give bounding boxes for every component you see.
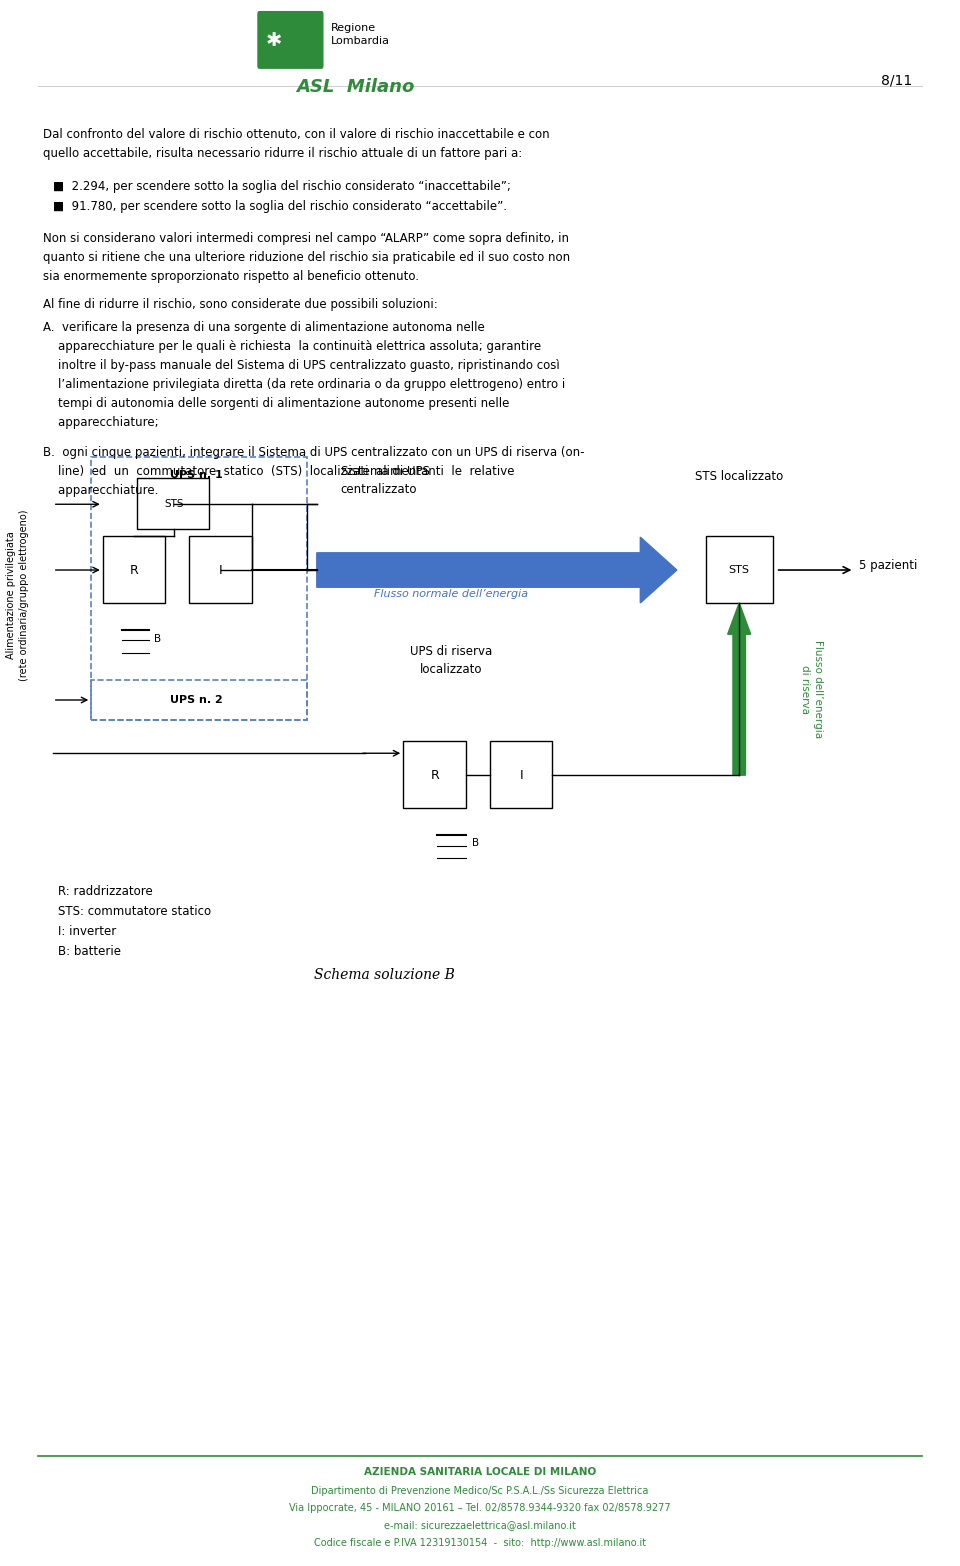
Text: R: R xyxy=(430,769,440,781)
Text: R: raddrizzatore
STS: commutatore statico
I: inverter
B: batterie: R: raddrizzatore STS: commutatore static… xyxy=(58,885,211,958)
Text: STS: STS xyxy=(729,565,750,575)
Text: Schema soluzione B: Schema soluzione B xyxy=(314,968,454,982)
FancyBboxPatch shape xyxy=(103,536,165,603)
Text: Flusso dell’energia
di riserva: Flusso dell’energia di riserva xyxy=(800,640,823,738)
FancyBboxPatch shape xyxy=(189,536,252,603)
Text: Flusso normale dell’energia: Flusso normale dell’energia xyxy=(374,589,528,598)
Text: ✱: ✱ xyxy=(265,31,282,50)
Text: 5 pazienti: 5 pazienti xyxy=(859,559,918,572)
Text: I: I xyxy=(219,564,223,576)
Text: e-mail: sicurezzaelettrica@asl.milano.it: e-mail: sicurezzaelettrica@asl.milano.it xyxy=(384,1521,576,1530)
FancyBboxPatch shape xyxy=(403,741,466,808)
FancyArrow shape xyxy=(728,603,751,775)
Text: STS localizzato: STS localizzato xyxy=(695,470,783,482)
FancyBboxPatch shape xyxy=(137,478,209,529)
Text: STS: STS xyxy=(164,500,183,509)
Text: A.  verificare la presenza di una sorgente di alimentazione autonoma nelle
    a: A. verificare la presenza di una sorgent… xyxy=(43,321,565,429)
Text: Non si considerano valori intermedi compresi nel campo “ALARP” come sopra defini: Non si considerano valori intermedi comp… xyxy=(43,232,570,283)
FancyArrow shape xyxy=(317,537,677,603)
Text: ASL  Milano: ASL Milano xyxy=(296,78,415,96)
Text: R: R xyxy=(130,564,139,576)
Text: Al fine di ridurre il rischio, sono considerate due possibili soluzioni:: Al fine di ridurre il rischio, sono cons… xyxy=(43,298,438,310)
Text: ■  2.294, per scendere sotto la soglia del rischio considerato “inaccettabile”;
: ■ 2.294, per scendere sotto la soglia de… xyxy=(53,180,511,213)
Text: Regione
Lombardia: Regione Lombardia xyxy=(331,23,390,45)
Text: B: B xyxy=(154,634,160,644)
Text: Sistema di UPS
centralizzato: Sistema di UPS centralizzato xyxy=(341,465,430,496)
FancyBboxPatch shape xyxy=(490,741,552,808)
FancyBboxPatch shape xyxy=(257,11,324,69)
Text: Dipartimento di Prevenzione Medico/Sc P.S.A.L./Ss Sicurezza Elettrica: Dipartimento di Prevenzione Medico/Sc P.… xyxy=(311,1486,649,1496)
Text: 8/11: 8/11 xyxy=(880,74,912,88)
Text: Codice fiscale e P.IVA 12319130154  -  sito:  http://www.asl.milano.it: Codice fiscale e P.IVA 12319130154 - sit… xyxy=(314,1538,646,1547)
Text: AZIENDA SANITARIA LOCALE DI MILANO: AZIENDA SANITARIA LOCALE DI MILANO xyxy=(364,1467,596,1477)
Text: UPS n. 1: UPS n. 1 xyxy=(171,470,223,479)
Text: UPS n. 2: UPS n. 2 xyxy=(171,695,223,705)
Text: B.  ogni cinque pazienti, integrare il Sistema di UPS centralizzato con un UPS d: B. ogni cinque pazienti, integrare il Si… xyxy=(43,446,585,498)
Text: Dal confronto del valore di rischio ottenuto, con il valore di rischio inaccetta: Dal confronto del valore di rischio otte… xyxy=(43,128,550,160)
Text: Alimentazione privilegiata
(rete ordinaria/gruppo elettrogeno): Alimentazione privilegiata (rete ordinar… xyxy=(6,509,29,681)
Text: UPS di riserva
localizzato: UPS di riserva localizzato xyxy=(410,645,492,677)
Text: Via Ippocrate, 45 - MILANO 20161 – Tel. 02/8578.9344-9320 fax 02/8578.9277: Via Ippocrate, 45 - MILANO 20161 – Tel. … xyxy=(289,1503,671,1513)
FancyBboxPatch shape xyxy=(706,536,773,603)
Text: I: I xyxy=(519,769,523,781)
Text: B: B xyxy=(472,838,479,847)
